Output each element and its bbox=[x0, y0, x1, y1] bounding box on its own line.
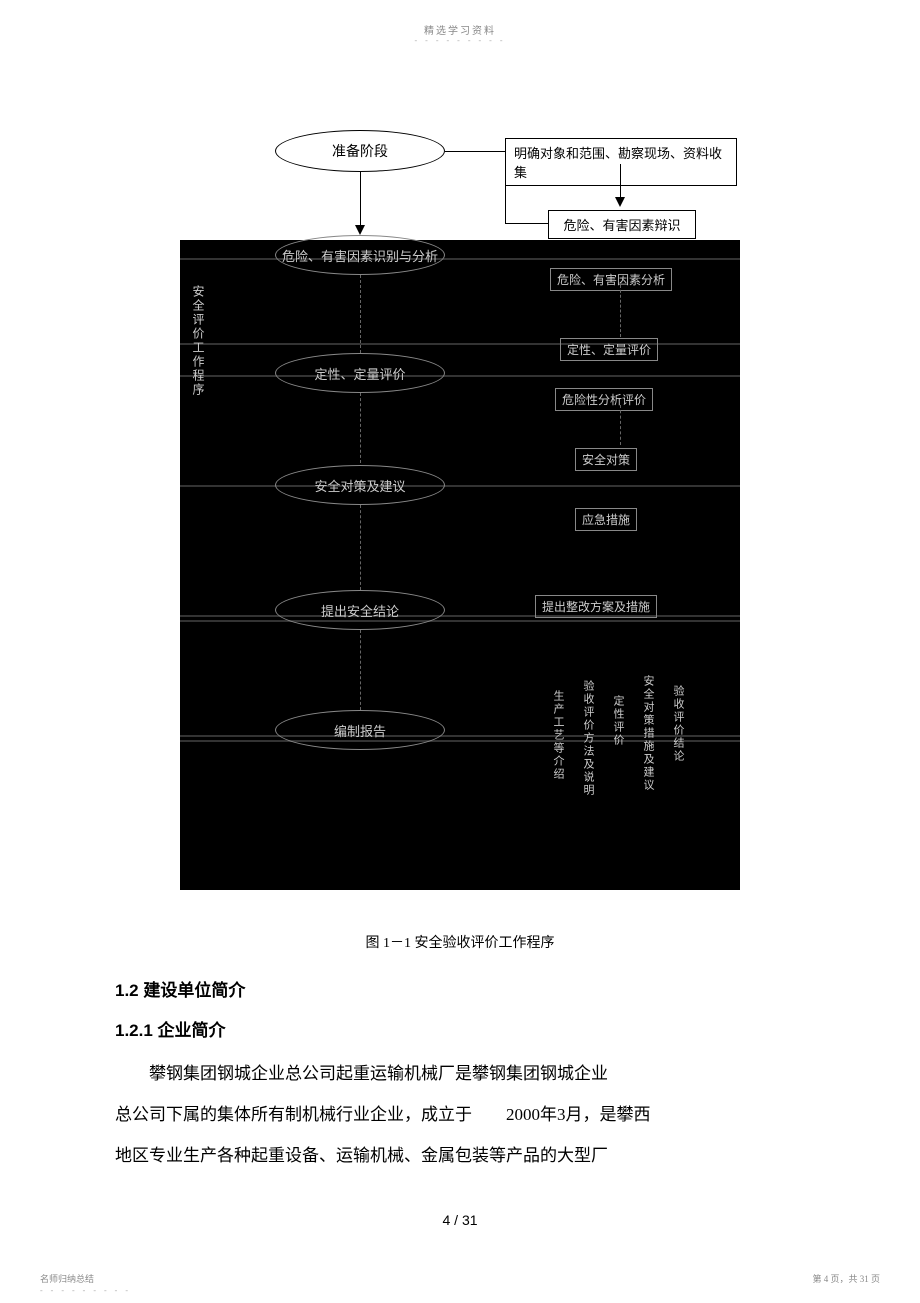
node-label: 危险、有害因素识别与分析 bbox=[282, 246, 438, 265]
flowchart-diagram: 准备阶段 明确对象和范围、勘察现场、资料收集 危险、有害因素辩识 安全评价工作程… bbox=[180, 130, 740, 890]
body-paragraph: 攀钢集团钢城企业总公司起重运输机械厂是攀钢集团钢城企业 总公司下属的集体所有制机… bbox=[115, 1054, 805, 1176]
node-label: 应急措施 bbox=[582, 511, 630, 528]
footer-right: 第 4 页，共 31 页 bbox=[812, 1272, 880, 1285]
node-hazard-identify: 危险、有害因素辩识 bbox=[548, 210, 696, 239]
vcol-3: 定性评价 bbox=[610, 695, 626, 747]
node-scope-box: 明确对象和范围、勘察现场、资料收集 bbox=[505, 138, 737, 186]
node-label: 准备阶段 bbox=[332, 141, 388, 161]
heading-1-2-1: 1.2.1 企业简介 bbox=[115, 1016, 226, 1041]
heading-1-2: 1.2 建设单位简介 bbox=[115, 976, 245, 1001]
node-label: 危险、有害因素辩识 bbox=[563, 215, 680, 234]
footer-left: 名师归纳总结 bbox=[40, 1272, 94, 1285]
separator-line bbox=[180, 485, 740, 487]
vcol-2: 验收评价方法及说明 bbox=[580, 680, 596, 797]
node-conclusion: 提出安全结论 bbox=[275, 590, 445, 630]
page-header-dashes: - - - - - - - - - bbox=[415, 36, 506, 45]
connector-line bbox=[620, 164, 621, 199]
connector-line bbox=[360, 630, 361, 710]
side-label: 安全评价工作程序 bbox=[190, 285, 207, 397]
connector-line bbox=[445, 151, 505, 152]
connector-line bbox=[505, 223, 548, 224]
node-label: 定性、定量评价 bbox=[567, 341, 651, 358]
dark-box: 应急措施 bbox=[575, 508, 637, 531]
diagram-top-region: 准备阶段 明确对象和范围、勘察现场、资料收集 危险、有害因素辩识 bbox=[180, 130, 740, 240]
node-label: 危险、有害因素分析 bbox=[557, 271, 665, 288]
node-hazard-analysis: 危险、有害因素识别与分析 bbox=[275, 235, 445, 275]
text-line: 总公司下属的集体所有制机械行业企业，成立于 2000年3月，是攀西 bbox=[115, 1095, 651, 1136]
connector-line bbox=[505, 151, 506, 223]
diagram-dark-region: 安全评价工作程序 危险、有害因素识别与分析 危险、有害因素分析 定性、定量评价 … bbox=[180, 240, 740, 890]
dark-box: 安全对策 bbox=[575, 448, 637, 471]
node-label: 危险性分析评价 bbox=[562, 391, 646, 408]
connector-line bbox=[360, 172, 361, 227]
node-label: 编制报告 bbox=[334, 721, 386, 740]
separator-line bbox=[180, 740, 740, 742]
text-line: 地区专业生产各种起重设备、运输机械、金属包装等产品的大型厂 bbox=[115, 1136, 608, 1177]
node-label: 安全对策及建议 bbox=[314, 476, 405, 495]
connector-line bbox=[620, 285, 621, 337]
arrow-down-icon bbox=[615, 197, 625, 207]
node-label: 定性、定量评价 bbox=[314, 364, 405, 383]
node-label: 明确对象和范围、勘察现场、资料收集 bbox=[514, 143, 728, 181]
dark-box: 定性、定量评价 bbox=[560, 338, 658, 361]
node-label: 提出整改方案及措施 bbox=[542, 598, 650, 615]
connector-line bbox=[620, 405, 621, 445]
dark-box: 提出整改方案及措施 bbox=[535, 595, 657, 618]
separator-line bbox=[180, 620, 740, 622]
footer-left-dash: - - - - - - - - - bbox=[40, 1286, 131, 1295]
node-label: 安全对策 bbox=[582, 451, 630, 468]
node-label: 提出安全结论 bbox=[321, 601, 399, 620]
arrow-down-icon bbox=[355, 225, 365, 235]
vcol-4: 安全对策措施及建议 bbox=[640, 675, 656, 792]
vcol-5: 验收评价结论 bbox=[670, 685, 686, 763]
dark-box: 危险、有害因素分析 bbox=[550, 268, 672, 291]
separator-line bbox=[180, 735, 740, 737]
node-report: 编制报告 bbox=[275, 710, 445, 750]
connector-line bbox=[360, 275, 361, 353]
page-header-small: 精选学习资料 bbox=[424, 22, 496, 37]
figure-caption: 图 1－1 安全验收评价工作程序 bbox=[366, 932, 555, 952]
node-qualitative: 定性、定量评价 bbox=[275, 353, 445, 393]
node-prepare-stage: 准备阶段 bbox=[275, 130, 445, 172]
page-number: 4 / 31 bbox=[442, 1212, 477, 1228]
vcol-1: 生产工艺等介绍 bbox=[550, 690, 566, 781]
text-line: 攀钢集团钢城企业总公司起重运输机械厂是攀钢集团钢城企业 bbox=[149, 1064, 608, 1083]
separator-line bbox=[180, 375, 740, 377]
connector-line bbox=[360, 505, 361, 590]
separator-line bbox=[180, 258, 740, 260]
node-safety-measures: 安全对策及建议 bbox=[275, 465, 445, 505]
dark-box: 危险性分析评价 bbox=[555, 388, 653, 411]
connector-line bbox=[360, 393, 361, 463]
